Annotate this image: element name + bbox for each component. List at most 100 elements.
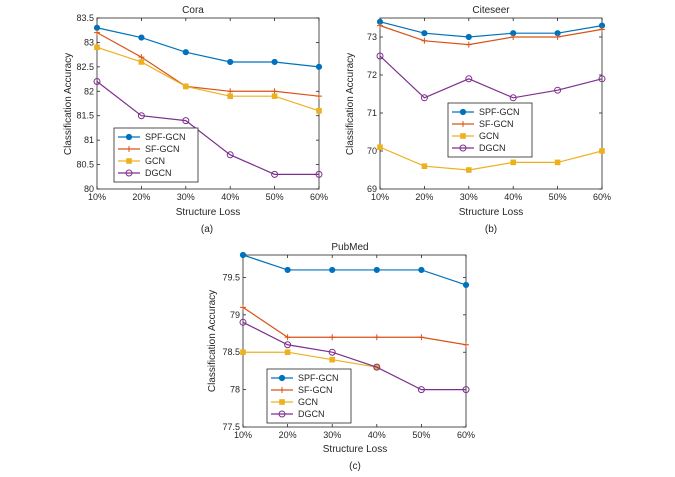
data-point xyxy=(420,94,428,102)
data-point xyxy=(271,170,279,178)
data-point xyxy=(94,44,100,51)
y-tick-label: 78 xyxy=(230,385,240,395)
x-tick-label: 20% xyxy=(132,192,150,202)
series-line xyxy=(243,351,377,368)
y-tick-label: 73 xyxy=(367,32,377,42)
data-point xyxy=(227,93,233,99)
series-line xyxy=(242,306,467,346)
data-point xyxy=(240,349,246,356)
data-point xyxy=(554,86,562,94)
data-point xyxy=(284,266,291,274)
data-point xyxy=(418,266,425,274)
series-dgcn xyxy=(239,318,470,394)
data-point xyxy=(329,356,335,363)
data-point xyxy=(93,24,101,31)
data-point xyxy=(271,88,278,95)
data-point xyxy=(373,266,380,274)
x-axis-label: Structure Loss xyxy=(459,207,523,218)
x-tick-label: 10% xyxy=(371,192,389,202)
data-point xyxy=(227,88,234,95)
data-point xyxy=(126,158,132,164)
legend: SPF-GCN SF-GCN GCN DGCN xyxy=(113,127,199,183)
series-sf-gcn xyxy=(377,22,605,48)
y-tick-label: 78.5 xyxy=(222,347,240,357)
x-tick-label: 30% xyxy=(177,192,195,202)
y-tick-label: 80 xyxy=(84,184,94,194)
x-tick-label: 40% xyxy=(221,192,239,202)
data-point xyxy=(459,108,467,116)
data-point xyxy=(278,410,286,418)
panel-caption: (b) xyxy=(485,224,497,235)
data-point xyxy=(460,121,466,127)
x-tick-label: 60% xyxy=(310,192,328,202)
y-axis-label: Classification Accuracy xyxy=(345,53,356,155)
data-point xyxy=(316,108,322,114)
legend-label: SPF-GCN xyxy=(145,132,186,142)
y-axis-label: Classification Accuracy xyxy=(63,53,74,155)
data-point xyxy=(418,334,425,341)
legend-label: SF-GCN xyxy=(298,385,333,395)
series-line xyxy=(96,81,319,175)
chart-title: PubMed xyxy=(331,242,368,253)
series-line xyxy=(379,146,603,171)
x-tick-label: 40% xyxy=(368,430,386,440)
x-tick-label: 60% xyxy=(593,192,611,202)
data-point xyxy=(329,266,336,274)
data-point xyxy=(377,144,383,150)
data-point xyxy=(373,363,381,371)
data-point xyxy=(377,22,383,29)
data-point xyxy=(126,146,132,152)
y-tick-label: 69 xyxy=(367,184,377,194)
series-line xyxy=(96,46,320,112)
panel-citeseer: Citeseer 10% 20% 30% 40% 50% 60% 69 70 71 72 73 SPF… xyxy=(345,5,611,235)
data-point xyxy=(460,133,466,139)
data-point xyxy=(554,34,561,40)
legend: SPF-GCN SF-GCN GCN DGCN xyxy=(447,102,533,158)
legend-label: SF-GCN xyxy=(479,119,514,129)
data-point xyxy=(599,148,605,154)
data-point xyxy=(279,399,285,405)
data-point xyxy=(183,83,189,90)
x-tick-label: 10% xyxy=(234,430,252,440)
y-tick-label: 82.5 xyxy=(76,62,94,72)
x-tick-label: 50% xyxy=(549,192,567,202)
data-point xyxy=(373,334,380,341)
data-point xyxy=(93,78,101,86)
plot-area: 10% 20% 30% 40% 50% 60% 80 80.5 81 81.5 82 82.5 83 83… xyxy=(76,13,328,202)
x-tick-label: 20% xyxy=(279,430,297,440)
y-axis-label: Classification Accuracy xyxy=(207,290,218,392)
data-point xyxy=(462,386,470,394)
legend-label: DGCN xyxy=(298,409,325,419)
data-point xyxy=(421,30,428,37)
x-tick-label: 50% xyxy=(412,430,430,440)
legend-label: DGCN xyxy=(145,168,172,178)
y-tick-label: 77.5 xyxy=(222,422,240,432)
x-tick-label: 10% xyxy=(88,192,106,202)
series-line xyxy=(379,21,603,38)
data-point xyxy=(240,304,246,311)
series-line xyxy=(96,27,320,68)
panel-caption: (c) xyxy=(349,461,361,472)
data-point xyxy=(315,63,323,70)
series-dgcn xyxy=(93,78,323,178)
data-point xyxy=(271,58,278,66)
series-gcn xyxy=(240,349,380,370)
data-point xyxy=(125,169,133,177)
data-point xyxy=(94,29,100,36)
data-point xyxy=(138,34,145,41)
series-spf-gcn xyxy=(376,18,606,41)
series-dgcn xyxy=(376,52,606,102)
data-point xyxy=(137,112,145,120)
data-point xyxy=(271,93,278,99)
series-line xyxy=(379,25,603,46)
plot-area: 10% 20% 30% 40% 50% 60% 69 70 71 72 73 SPF-GCN SF-GC… xyxy=(367,18,611,202)
data-point xyxy=(278,374,286,382)
data-point xyxy=(462,281,470,289)
legend-label: SPF-GCN xyxy=(298,373,339,383)
legend-label: GCN xyxy=(298,397,318,407)
data-point xyxy=(510,159,516,166)
legend-label: GCN xyxy=(145,156,165,166)
data-point xyxy=(421,37,428,44)
y-tick-label: 71 xyxy=(367,108,377,118)
y-tick-label: 70 xyxy=(367,146,377,156)
